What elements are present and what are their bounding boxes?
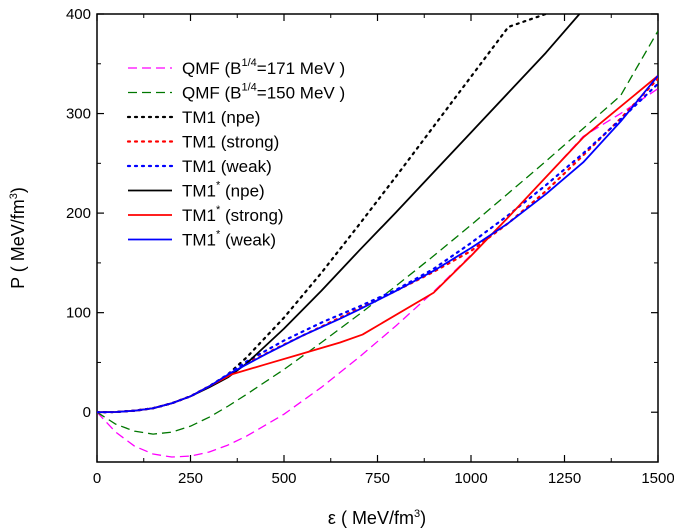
x-tick-label: 1500: [641, 470, 674, 487]
x-tick-label: 0: [93, 470, 101, 487]
legend-label-7: TM1* (strong): [182, 204, 284, 225]
x-tick-label: 1250: [548, 470, 581, 487]
x-tick-label: 500: [271, 470, 296, 487]
x-tick-label: 750: [365, 470, 390, 487]
y-tick-label: 0: [83, 404, 91, 421]
y-tick-label: 400: [66, 6, 91, 23]
x-tick-label: 1000: [454, 470, 487, 487]
x-tick-label: 250: [178, 470, 203, 487]
legend: QMF (B1/4=171 MeV ) QMF (B1/4=150 MeV ) TM…: [128, 57, 345, 250]
axis-ticks: 0 250 500 750 1000 1250 1500 0 100 200 300 400: [66, 6, 674, 487]
y-tick-label: 100: [66, 305, 91, 322]
legend-label-5: TM1 (weak): [182, 157, 272, 176]
x-axis-label: ε ( MeV/fm3): [328, 508, 426, 528]
legend-label-6: TM1* (npe): [182, 180, 265, 201]
y-axis-label: P ( MeV/fm3): [8, 187, 28, 289]
legend-label-4: TM1 (strong): [182, 133, 279, 152]
legend-label-3: TM1 (npe): [182, 108, 260, 127]
legend-label-2: QMF (B1/4=150 MeV ): [182, 82, 345, 103]
y-tick-label: 200: [66, 205, 91, 222]
legend-label-8: TM1* (weak): [182, 229, 276, 250]
y-tick-label: 300: [66, 106, 91, 123]
legend-label-1: QMF (B1/4=171 MeV ): [182, 57, 345, 78]
